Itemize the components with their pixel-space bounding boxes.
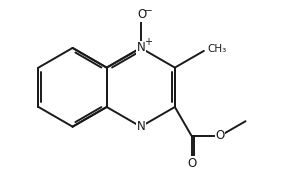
Text: CH₃: CH₃ bbox=[207, 44, 226, 54]
Text: N: N bbox=[136, 120, 145, 133]
Text: O: O bbox=[188, 157, 197, 170]
Text: O: O bbox=[215, 129, 225, 142]
Text: O: O bbox=[138, 8, 147, 21]
Text: N: N bbox=[136, 41, 145, 54]
Text: −: − bbox=[144, 6, 153, 15]
Text: +: + bbox=[144, 37, 152, 47]
